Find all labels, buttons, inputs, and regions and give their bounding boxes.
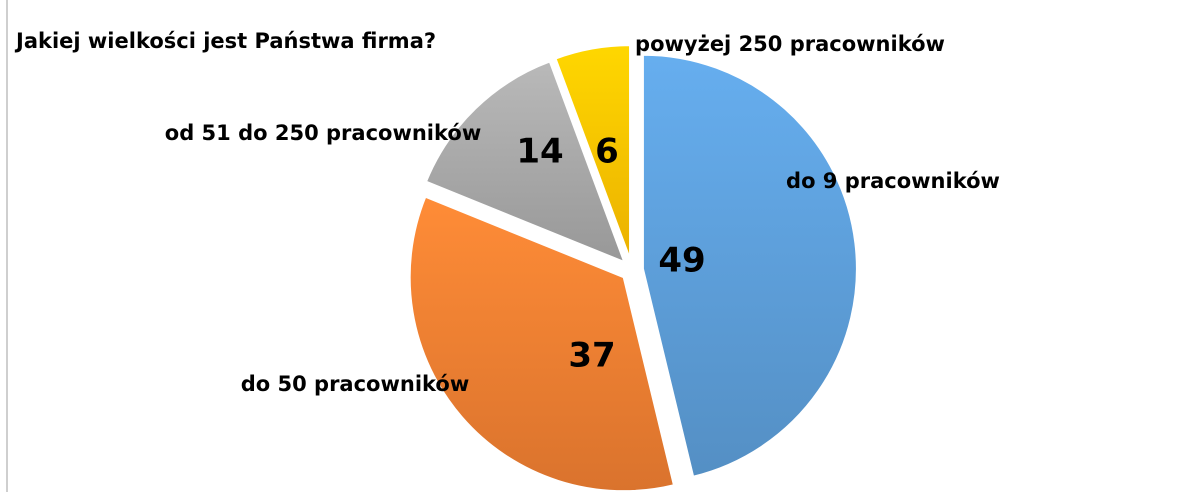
category-label: do 9 pracowników: [786, 169, 1000, 193]
data-label: 14: [516, 132, 563, 172]
chart-title: Jakiej wielkości jest Państwa firma?: [14, 29, 436, 53]
data-label: 49: [658, 241, 705, 281]
pie-slice: [554, 44, 632, 260]
pie-slice: [408, 195, 676, 492]
pie-slice: [424, 60, 627, 264]
data-label: 6: [595, 132, 619, 172]
category-label: od 51 do 250 pracowników: [165, 121, 481, 145]
pie-slice: [641, 53, 858, 478]
category-label: powyżej 250 pracowników: [635, 32, 945, 56]
data-label: 37: [568, 336, 615, 376]
category-label: do 50 pracowników: [241, 372, 470, 396]
